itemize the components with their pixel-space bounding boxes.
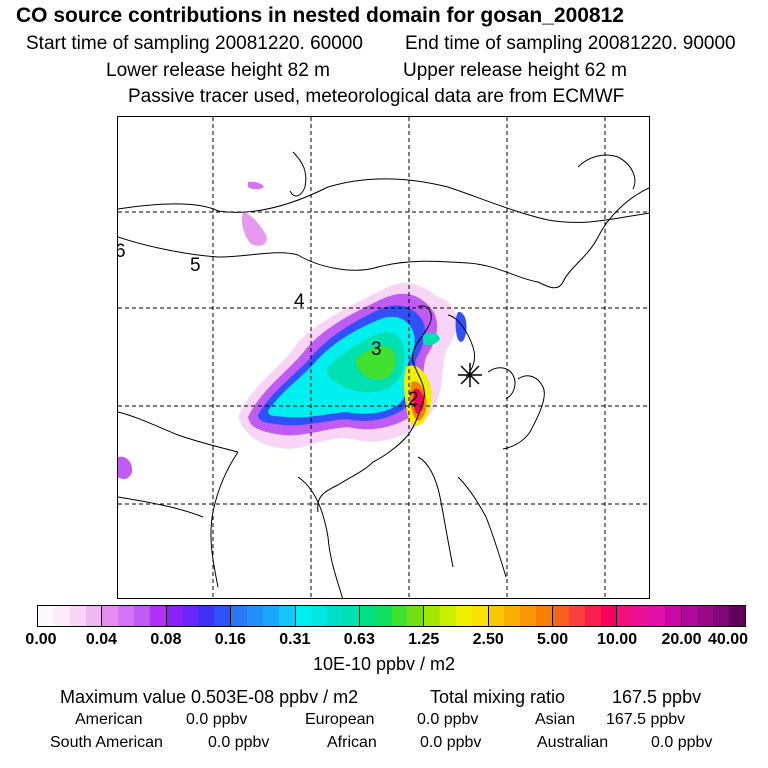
color-swatch: [617, 606, 634, 626]
upper-release-label: Upper release height 62 m: [403, 60, 627, 81]
color-scale-tick-label: 20.00: [661, 631, 702, 648]
color-scale-tick-label: 0.16: [214, 631, 246, 648]
color-swatch: [440, 606, 456, 626]
end-time-label: End time of sampling 20081220. 90000: [405, 33, 736, 54]
color-swatch: [697, 606, 714, 626]
color-swatch: [359, 606, 376, 626]
color-scale-tick-label: 0.00: [25, 631, 57, 648]
source-contribution-map: 6 5 4 3 2: [117, 116, 650, 599]
color-swatch: [681, 606, 698, 626]
total-mixing-ratio-value: 167.5 ppbv: [612, 687, 702, 707]
color-swatch: [246, 606, 263, 626]
african-value: 0.0 ppbv: [420, 734, 482, 751]
color-scale-tick-label: 40.00: [707, 631, 749, 648]
color-swatch: [664, 606, 682, 626]
color-swatch: [278, 606, 296, 626]
page-title: CO source contributions in nested domain…: [16, 4, 624, 27]
start-time-label: Start time of sampling 20081220. 60000: [26, 33, 363, 54]
contour-label-5: 5: [190, 255, 201, 276]
color-scale-tick-label: 0.04: [85, 631, 118, 648]
color-swatch: [53, 606, 70, 626]
color-swatch: [504, 606, 521, 626]
asterisk-icon: [458, 363, 482, 387]
color-swatch: [455, 606, 472, 626]
maximum-value: Maximum value 0.503E-08 ppbv / m2: [60, 687, 359, 707]
color-scale-tick-label: 0.63: [343, 631, 375, 648]
lower-release-label: Lower release height 82 m: [106, 60, 330, 81]
color-swatch: [568, 606, 585, 626]
color-swatch: [262, 606, 279, 626]
south-american-label: South American: [50, 734, 163, 751]
color-swatch: [471, 606, 489, 626]
color-swatch: [295, 606, 312, 626]
color-swatch: [102, 606, 119, 626]
asian-label: Asian: [535, 711, 576, 728]
australian-value: 0.0 ppbv: [651, 734, 713, 751]
european-value: 0.0 ppbv: [417, 711, 479, 728]
color-swatch: [520, 606, 537, 626]
asian-value: 167.5 ppbv: [606, 711, 686, 728]
american-value: 0.0 ppbv: [186, 711, 248, 728]
color-swatch: [600, 606, 618, 626]
color-swatch: [536, 606, 553, 626]
color-swatch: [231, 606, 247, 626]
color-swatch: [38, 606, 54, 626]
color-swatch: [553, 606, 569, 626]
european-label: European: [305, 711, 375, 728]
color-swatch: [424, 606, 441, 626]
color-swatch: [198, 606, 215, 626]
color-swatch: [182, 606, 199, 626]
color-scale-tick-label: 0.31: [279, 631, 311, 648]
south-american-value: 0.0 ppbv: [208, 734, 270, 751]
australian-label: Australian: [537, 734, 609, 751]
contour-label-6: 6: [118, 241, 126, 263]
color-swatch: [149, 606, 167, 626]
color-scale-tick-label: 5.00: [537, 631, 569, 648]
color-swatch: [713, 606, 730, 626]
color-swatch: [214, 606, 232, 626]
color-swatch: [118, 606, 135, 626]
color-swatch: [649, 606, 665, 626]
color-scale-tick-label: 0.08: [150, 631, 182, 648]
color-swatch: [584, 606, 601, 626]
color-swatch: [407, 606, 425, 626]
color-swatch: [134, 606, 150, 626]
color-swatch: [69, 606, 86, 626]
color-swatch: [311, 606, 328, 626]
color-scale-tick-label: 2.50: [472, 631, 504, 648]
american-label: American: [75, 711, 143, 728]
contour-label-3: 3: [371, 339, 382, 360]
color-swatch: [391, 606, 408, 626]
color-swatch: [375, 606, 392, 626]
plume-field: [118, 181, 467, 480]
color-swatch: [488, 606, 505, 626]
contour-label-2: 2: [408, 389, 419, 410]
color-swatch: [633, 606, 650, 626]
contour-label-4: 4: [294, 291, 305, 312]
lat-lon-grid: [118, 117, 649, 598]
color-swatch: [166, 606, 183, 626]
african-label: African: [327, 734, 377, 751]
color-swatch: [327, 606, 344, 626]
map-canvas: [118, 117, 649, 598]
color-scale-unit: 10E-10 ppbv / m2: [312, 654, 456, 674]
total-mixing-ratio-label: Total mixing ratio: [430, 687, 566, 707]
color-swatch: [85, 606, 103, 626]
color-scale-tick-label: 10.00: [597, 631, 638, 648]
color-swatch: [729, 606, 746, 626]
subtitle: Passive tracer used, meteorological data…: [128, 86, 625, 107]
color-scale-tick-label: 1.25: [408, 631, 440, 648]
coastlines: [118, 151, 649, 598]
color-swatch: [343, 606, 360, 626]
color-scale-bar: [37, 605, 746, 627]
